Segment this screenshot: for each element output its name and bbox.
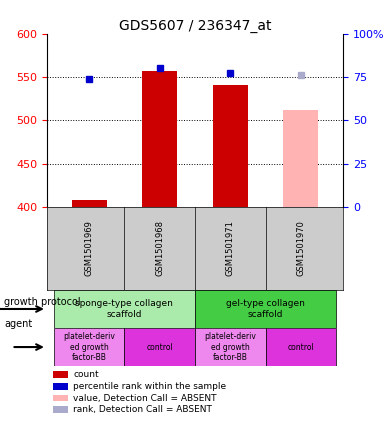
Bar bbox=[213, 85, 248, 207]
Text: sponge-type collagen
scaffold: sponge-type collagen scaffold bbox=[76, 299, 174, 319]
Bar bbox=[283, 110, 319, 207]
Text: GSM1501968: GSM1501968 bbox=[155, 220, 164, 276]
Text: count: count bbox=[73, 370, 99, 379]
Bar bbox=[53, 395, 67, 401]
Text: GSM1501970: GSM1501970 bbox=[296, 220, 305, 276]
Text: growth protocol: growth protocol bbox=[4, 297, 80, 308]
Text: percentile rank within the sample: percentile rank within the sample bbox=[73, 382, 227, 391]
Text: GSM1501969: GSM1501969 bbox=[85, 220, 94, 276]
Text: agent: agent bbox=[4, 319, 32, 329]
Bar bbox=[54, 290, 195, 328]
Text: control: control bbox=[146, 343, 173, 352]
Text: value, Detection Call = ABSENT: value, Detection Call = ABSENT bbox=[73, 393, 217, 403]
Bar bbox=[195, 328, 266, 366]
Bar bbox=[53, 371, 67, 378]
Text: gel-type collagen
scaffold: gel-type collagen scaffold bbox=[226, 299, 305, 319]
Text: GSM1501971: GSM1501971 bbox=[226, 220, 235, 276]
Bar bbox=[53, 407, 67, 413]
Bar bbox=[54, 328, 124, 366]
Bar bbox=[53, 383, 67, 390]
Bar bbox=[71, 200, 107, 207]
Title: GDS5607 / 236347_at: GDS5607 / 236347_at bbox=[119, 19, 271, 33]
Text: control: control bbox=[287, 343, 314, 352]
Text: platelet-deriv
ed growth
factor-BB: platelet-deriv ed growth factor-BB bbox=[204, 332, 256, 362]
Text: rank, Detection Call = ABSENT: rank, Detection Call = ABSENT bbox=[73, 405, 212, 414]
Bar bbox=[266, 328, 336, 366]
Bar bbox=[142, 71, 177, 207]
Bar bbox=[195, 290, 336, 328]
Text: platelet-deriv
ed growth
factor-BB: platelet-deriv ed growth factor-BB bbox=[63, 332, 115, 362]
Bar bbox=[124, 328, 195, 366]
